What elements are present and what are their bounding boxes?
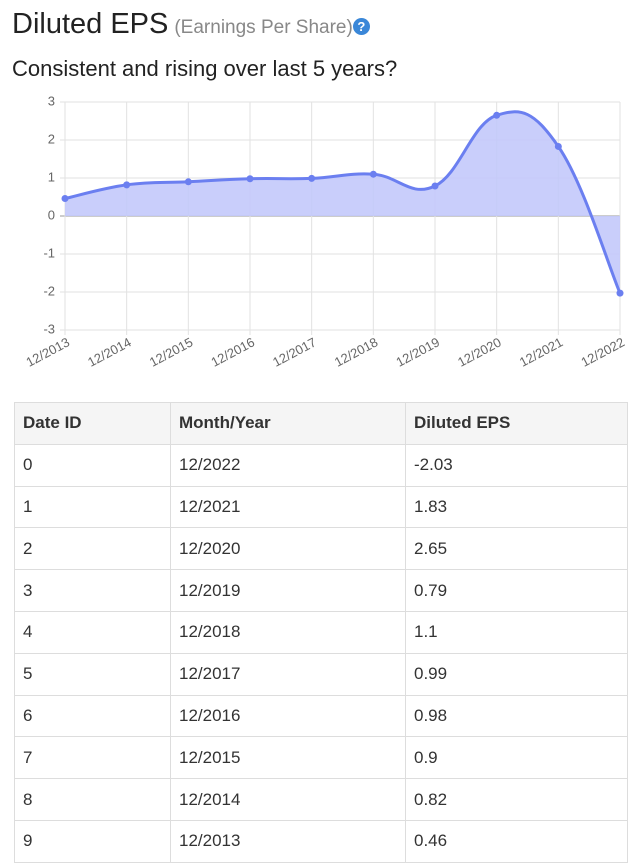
table-cell: 12/2013 bbox=[170, 819, 406, 863]
header: Diluted EPS (Earnings Per Share)? bbox=[12, 8, 370, 41]
table-cell: 3 bbox=[14, 569, 171, 612]
y-tick-label: 2 bbox=[48, 131, 55, 146]
table-cell: 0.79 bbox=[405, 569, 628, 612]
y-tick-label: 0 bbox=[48, 207, 55, 222]
table-row: 9 12/2013 0.46 bbox=[14, 819, 628, 863]
column-header: Diluted EPS bbox=[405, 402, 628, 445]
y-tick-label: -1 bbox=[43, 245, 55, 260]
table-cell: 8 bbox=[14, 778, 171, 821]
point bbox=[431, 182, 439, 190]
x-tick-label: 12/2013 bbox=[23, 334, 72, 369]
table-cell: 5 bbox=[14, 652, 171, 696]
y-tick-label: 1 bbox=[48, 169, 55, 184]
y-tick-label: -3 bbox=[43, 321, 55, 336]
table-cell: 0.9 bbox=[405, 736, 628, 780]
table-cell: -2.03 bbox=[405, 443, 628, 487]
title: Diluted EPS bbox=[12, 8, 169, 40]
table-row: 4 12/2018 1.1 bbox=[14, 610, 628, 654]
point bbox=[369, 170, 377, 178]
x-tick-label: 12/2021 bbox=[517, 334, 566, 369]
table-cell: 12/2022 bbox=[170, 443, 406, 487]
table-cell: 12/2016 bbox=[170, 694, 406, 738]
table-cell: 1 bbox=[14, 485, 171, 529]
table-cell: 6 bbox=[14, 694, 171, 738]
table-cell: 12/2017 bbox=[170, 652, 406, 696]
x-tick-label: 12/2017 bbox=[270, 334, 319, 369]
point bbox=[246, 175, 254, 183]
table-cell: 0.46 bbox=[405, 819, 628, 863]
table-cell: 9 bbox=[14, 819, 171, 863]
table-row: 2 12/2020 2.65 bbox=[14, 527, 628, 571]
table-cell: 0.99 bbox=[405, 652, 628, 696]
point bbox=[616, 289, 624, 297]
area bbox=[65, 111, 620, 294]
table-row: 0 12/2022 -2.03 bbox=[14, 443, 628, 487]
table-cell: 4 bbox=[14, 610, 171, 654]
header-row: Date ID Month/Year Diluted EPS bbox=[14, 402, 628, 445]
x-tick-label: 12/2022 bbox=[578, 334, 627, 369]
table-cell: 7 bbox=[14, 736, 171, 780]
x-tick-label: 12/2019 bbox=[393, 334, 442, 369]
table-row: 1 12/2021 1.83 bbox=[14, 485, 628, 529]
point bbox=[123, 181, 131, 189]
table-cell: 12/2019 bbox=[170, 569, 406, 612]
x-tick-label: 12/2016 bbox=[208, 334, 257, 369]
point bbox=[308, 174, 316, 182]
table-cell: 2 bbox=[14, 527, 171, 571]
y-tick-label: -2 bbox=[43, 283, 55, 298]
y-tick-label: 3 bbox=[48, 93, 55, 108]
x-tick-label: 12/2018 bbox=[332, 334, 381, 369]
table-cell: 1.83 bbox=[405, 485, 628, 529]
x-tick-label: 12/2014 bbox=[85, 334, 134, 369]
table-row: 7 12/2015 0.9 bbox=[14, 736, 628, 780]
column-header: Date ID bbox=[14, 402, 171, 445]
column-header: Month/Year bbox=[170, 402, 406, 445]
table-cell: 12/2018 bbox=[170, 610, 406, 654]
table-cell: 0.82 bbox=[405, 778, 628, 821]
point bbox=[554, 142, 562, 150]
table-cell: 0.98 bbox=[405, 694, 628, 738]
table-row: 5 12/2017 0.99 bbox=[14, 652, 628, 696]
table-cell: 12/2015 bbox=[170, 736, 406, 780]
table-cell: 0 bbox=[14, 443, 171, 487]
x-tick-label: 12/2020 bbox=[455, 334, 504, 369]
title-note: (Earnings Per Share) bbox=[174, 17, 353, 38]
chart: -3 -2 -1 0 1 2 3 12/2013 12/2014 12/2015 12/2016 12… bbox=[23, 93, 627, 369]
subtitle: Consistent and rising over last 5 years? bbox=[12, 56, 398, 81]
table-row: 6 12/2016 0.98 bbox=[14, 694, 628, 738]
x-tick-label: 12/2015 bbox=[147, 334, 196, 369]
point bbox=[61, 195, 69, 203]
table-row: 8 12/2014 0.82 bbox=[14, 778, 628, 821]
table-cell: 12/2014 bbox=[170, 778, 406, 821]
table-cell: 12/2021 bbox=[170, 485, 406, 529]
table-cell: 2.65 bbox=[405, 527, 628, 571]
data-table: Date ID Month/Year Diluted EPS 0 12/2022 -2.0… bbox=[14, 402, 628, 863]
point bbox=[184, 178, 192, 186]
table-row: 3 12/2019 0.79 bbox=[14, 569, 628, 612]
point bbox=[493, 111, 501, 119]
table-cell: 12/2020 bbox=[170, 527, 406, 571]
help-icon[interactable]: ? bbox=[352, 18, 370, 35]
table-cell: 1.1 bbox=[405, 610, 628, 654]
